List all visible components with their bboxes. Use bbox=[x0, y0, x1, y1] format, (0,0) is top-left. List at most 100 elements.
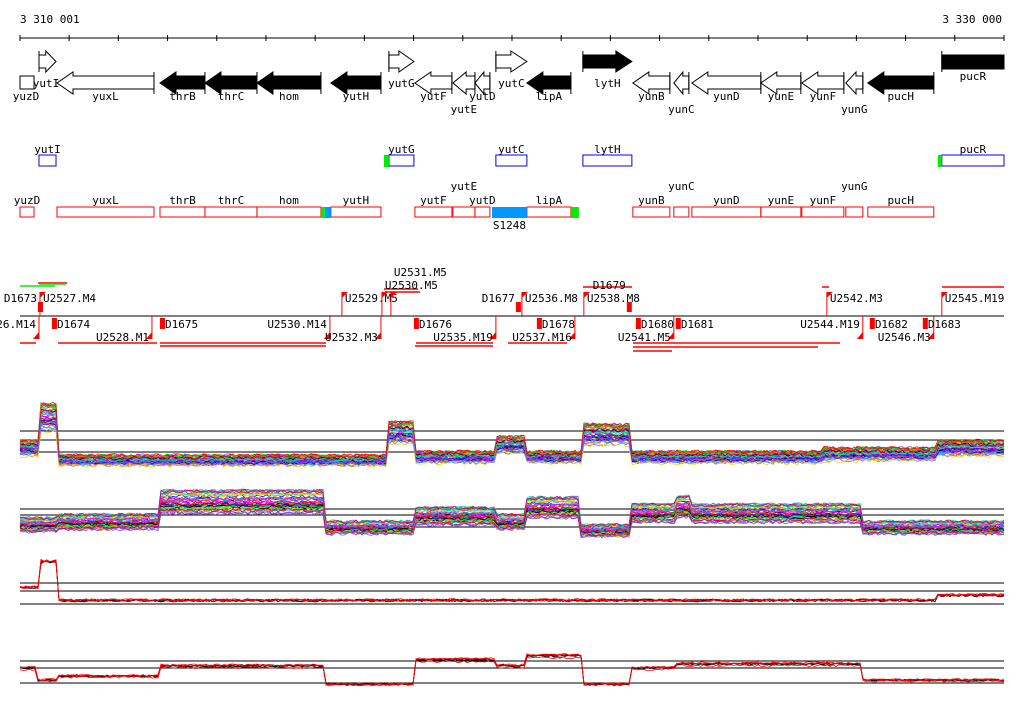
gene-label: lipA bbox=[536, 90, 563, 103]
promoter-label: U2538.M8 bbox=[587, 292, 640, 305]
gene-yutF: yutF bbox=[414, 71, 453, 103]
terminator-label: D1679 bbox=[593, 279, 626, 292]
expression-plots bbox=[19, 401, 1005, 687]
expression-series-line bbox=[19, 420, 1005, 465]
gene-label: yunG bbox=[841, 103, 868, 116]
gene-label: yunD bbox=[713, 90, 740, 103]
minus-track-mark bbox=[324, 207, 331, 218]
minus-box-label: yutD bbox=[469, 194, 496, 207]
forward-gene-arrow bbox=[582, 50, 633, 73]
minus-box-yutD bbox=[474, 206, 491, 218]
promoter-flag-icon bbox=[32, 332, 39, 339]
promoter-label: U2535.M19 bbox=[433, 331, 493, 344]
minus-track-mark bbox=[570, 207, 579, 218]
terminator-mark-icon bbox=[536, 318, 542, 329]
mark-label: S1248 bbox=[493, 219, 526, 232]
gene-label: yutG bbox=[388, 77, 415, 90]
gene-label: pucR bbox=[960, 70, 987, 83]
plus-strand-track: yutI yutG yutC lytH pucR bbox=[34, 143, 1005, 167]
gene-yunE: yunE bbox=[759, 71, 802, 103]
reverse-gene-arrow bbox=[159, 71, 206, 95]
expression-series-line bbox=[19, 488, 1005, 528]
promoter-flag-icon bbox=[927, 332, 934, 339]
promoter-label: U2544.M19 bbox=[800, 318, 860, 331]
terminator-mark-icon bbox=[626, 302, 632, 312]
gene-label: thrC bbox=[218, 90, 245, 103]
promoter-flag-icon bbox=[145, 332, 152, 339]
forward-gene-arrow bbox=[495, 50, 528, 73]
expression-plot-1 bbox=[19, 401, 1005, 468]
promoter-flag-icon bbox=[39, 292, 46, 298]
gene-yutH: yutH bbox=[330, 71, 382, 103]
plus-box-label: yutI bbox=[34, 143, 61, 156]
terminator-label: D1678 bbox=[542, 318, 575, 331]
expression-series-line bbox=[19, 559, 1005, 603]
minus-box-thrC bbox=[204, 206, 258, 218]
promoter-flag-icon bbox=[856, 332, 863, 339]
minus-box-label: yutE bbox=[451, 180, 478, 193]
gene-box bbox=[941, 54, 1005, 70]
promoter-flag-icon bbox=[381, 292, 388, 298]
minus-box-label: thrB bbox=[169, 194, 196, 207]
promoter-flag-icon bbox=[374, 332, 381, 339]
gene-label: yunB bbox=[638, 90, 665, 103]
gene-label: hom bbox=[279, 90, 299, 103]
minus-box-thrB bbox=[159, 206, 206, 218]
gene-lipA: lipA bbox=[526, 71, 572, 103]
promoter-flag-icon bbox=[323, 332, 330, 339]
gene-label: yunC bbox=[668, 103, 695, 116]
gene-label: yutH bbox=[343, 90, 370, 103]
promoter-label: U2546.M3 bbox=[878, 331, 931, 344]
terminator-mark-icon bbox=[635, 318, 641, 329]
expression-series-line bbox=[19, 654, 1005, 686]
expression-series-line bbox=[19, 501, 1005, 534]
gene-label: yuzD bbox=[13, 90, 40, 103]
reverse-gene-arrow bbox=[526, 71, 572, 95]
minus-box-label: yuzD bbox=[14, 194, 41, 207]
promoter-flag-icon bbox=[667, 332, 674, 339]
promoter-label: U2530.M14 bbox=[267, 318, 327, 331]
minus-box-label: pucH bbox=[888, 194, 915, 207]
gene-yunF: yunF bbox=[800, 71, 845, 103]
terminator-mark-icon bbox=[51, 318, 57, 329]
forward-gene-arrow bbox=[388, 50, 415, 73]
minus-box-label: yunC bbox=[668, 180, 695, 193]
minus-box-yuzD bbox=[19, 206, 35, 218]
minus-box-label: yutF bbox=[420, 194, 447, 207]
terminator-label: D1674 bbox=[57, 318, 90, 331]
terminator-label: D1673 bbox=[4, 292, 37, 305]
minus-box-label: yunD bbox=[713, 194, 740, 207]
minus-box-lipA bbox=[526, 206, 572, 218]
terminator-label: D1680 bbox=[641, 318, 674, 331]
expression-series-line bbox=[19, 653, 1005, 686]
terminator-mark-icon bbox=[413, 318, 419, 329]
plus-box-yutC bbox=[495, 154, 528, 167]
expression-plot-3 bbox=[19, 558, 1005, 605]
expression-series-line bbox=[19, 505, 1005, 536]
promoter-flag-icon bbox=[489, 332, 496, 339]
terminator-label: D1676 bbox=[419, 318, 452, 331]
gene-label: yutC bbox=[498, 77, 525, 90]
minus-box-label: yunE bbox=[768, 194, 795, 207]
promoter-label: U2542.M3 bbox=[830, 292, 883, 305]
gene-label: thrB bbox=[169, 90, 196, 103]
plus-box-lytH bbox=[582, 154, 633, 167]
expression-series-line bbox=[19, 656, 1005, 687]
ruler-end-label: 3 330 000 bbox=[942, 13, 1002, 26]
expression-series-line bbox=[19, 510, 1005, 538]
gene-box bbox=[19, 75, 35, 90]
gene-label: yutE bbox=[451, 103, 478, 116]
gene-thrB: thrB bbox=[159, 71, 206, 103]
expression-series-line bbox=[19, 560, 1005, 603]
expression-series-line bbox=[19, 496, 1005, 532]
promoter-flag-icon bbox=[583, 292, 590, 298]
terminator-mark-icon bbox=[675, 318, 681, 329]
reverse-gene-arrow bbox=[800, 71, 845, 95]
minus-box-yuxL bbox=[56, 206, 155, 218]
expression-series-line bbox=[19, 499, 1005, 533]
plus-box-pucR bbox=[941, 154, 1005, 167]
gene-label: yutF bbox=[420, 90, 447, 103]
gene-yuzD: yuzD bbox=[13, 75, 40, 103]
gene-pucR: pucR bbox=[941, 51, 1005, 83]
